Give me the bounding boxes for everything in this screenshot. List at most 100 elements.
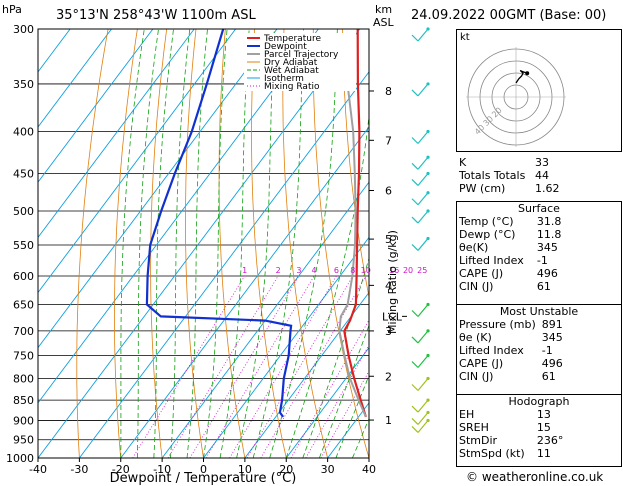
mu-value: 345 bbox=[541, 331, 563, 344]
wet-adiabat-line bbox=[170, 29, 191, 458]
wind-barb bbox=[411, 236, 430, 251]
hodograph-unit-label: kt bbox=[460, 32, 470, 43]
wind-barb bbox=[411, 209, 430, 224]
wind-barb bbox=[411, 302, 430, 317]
lcl-label: LCL bbox=[382, 310, 403, 323]
isotherm-line bbox=[203, 236, 369, 458]
surface-title: Surface bbox=[518, 202, 560, 215]
index-label: PW (cm) bbox=[459, 182, 506, 195]
pressure-tick-label: 400 bbox=[13, 126, 34, 139]
wind-barb-dot bbox=[426, 191, 430, 195]
table-row: CAPE (J) 496 bbox=[456, 267, 622, 280]
wind-barb-feather bbox=[411, 89, 419, 97]
mixing-ratio-label: 10 bbox=[361, 266, 371, 275]
wet-adiabat-line bbox=[219, 29, 250, 458]
surface-label: Lifted Index bbox=[459, 254, 524, 267]
wind-barb-feather bbox=[411, 198, 419, 206]
wind-barb bbox=[411, 155, 430, 170]
x-axis-label: Dewpoint / Temperature (°C) bbox=[110, 471, 297, 486]
mu-label: CIN (J) bbox=[459, 370, 494, 383]
index-label: Totals Totals bbox=[459, 169, 526, 182]
wind-barb-staff bbox=[417, 83, 429, 97]
legend-entry: Wet Adiabat bbox=[264, 66, 319, 76]
x-tick-label: 0 bbox=[200, 463, 207, 476]
mu-value: -1 bbox=[541, 344, 553, 357]
wind-barb-staff bbox=[417, 28, 429, 42]
hodograph-title: Hodograph bbox=[508, 395, 570, 408]
wet-adiabat-line bbox=[269, 29, 338, 458]
dry-adiabat-line bbox=[76, 29, 109, 458]
wind-barb-staff bbox=[417, 412, 429, 425]
wind-barb-staff bbox=[417, 210, 429, 224]
x-tick-label: 20 bbox=[279, 463, 293, 476]
pressure-tick-label: 450 bbox=[13, 167, 34, 180]
wet-adiabat-line bbox=[120, 29, 145, 458]
index-value: 44 bbox=[535, 169, 549, 182]
wind-barb-feather bbox=[411, 405, 419, 413]
wind-barb-staff bbox=[417, 238, 429, 251]
parcel-trajectory-line bbox=[338, 83, 367, 418]
surface-value: 345 bbox=[536, 241, 558, 254]
mixing-ratio-line bbox=[189, 275, 300, 458]
x-tick-label: -20 bbox=[112, 463, 130, 476]
index-row-pw: PW (cm) 1.62 bbox=[456, 182, 618, 195]
wind-barb-staff bbox=[417, 330, 429, 344]
wind-barb bbox=[411, 353, 430, 368]
dry-adiabat-line bbox=[185, 29, 204, 458]
wind-barb-staff bbox=[417, 355, 429, 368]
pressure-tick-label: 800 bbox=[13, 372, 34, 385]
dry-adiabat-line bbox=[342, 29, 369, 300]
mixing-ratio-label: 8 bbox=[350, 266, 355, 275]
footer-credit[interactable]: © weatheronline.co.uk bbox=[466, 470, 604, 484]
x-tick-label: 40 bbox=[362, 463, 376, 476]
legend-entry: Parcel Trajectory bbox=[264, 50, 339, 60]
hodo-label: StmSpd (kt) bbox=[459, 447, 525, 460]
wind-barb-dot bbox=[426, 398, 430, 402]
wet-adiabat-line bbox=[285, 112, 369, 458]
most-unstable-title: Most Unstable bbox=[499, 305, 579, 318]
mu-label: Lifted Index bbox=[459, 344, 524, 357]
pressure-tick-label: 850 bbox=[13, 394, 34, 407]
mixing-ratio-line bbox=[246, 275, 354, 458]
pressure-tick-label: 500 bbox=[13, 205, 34, 218]
isotherm-line bbox=[120, 126, 369, 458]
wind-barb-dot bbox=[426, 129, 430, 134]
wind-barb bbox=[411, 418, 430, 433]
isotherm-line bbox=[38, 29, 71, 73]
wind-barb-staff bbox=[417, 156, 429, 170]
surface-table: Surface Temp (°C) 31.8 Dewp (°C) 11.8 θe(K… bbox=[456, 202, 622, 293]
mixing-ratio-line bbox=[132, 275, 245, 458]
hodo-value: 11 bbox=[536, 447, 551, 460]
hodo-value: 236° bbox=[536, 434, 564, 447]
index-row-k: K 33 bbox=[456, 156, 618, 169]
x-tick-label: -40 bbox=[29, 463, 47, 476]
pressure-tick-label: 350 bbox=[13, 78, 34, 91]
wind-barb-dot bbox=[426, 418, 430, 423]
wind-barb bbox=[411, 398, 430, 413]
dewpoint-line bbox=[145, 29, 293, 418]
hodo-value: 15 bbox=[536, 421, 551, 434]
table-row: StmDir 236° bbox=[456, 434, 622, 447]
wind-barb bbox=[411, 171, 430, 186]
wet-adiabat-line bbox=[153, 29, 174, 458]
x-tick-label: -30 bbox=[70, 463, 88, 476]
dry-adiabat-line bbox=[282, 29, 328, 458]
mixing-ratio-line bbox=[229, 275, 337, 458]
isotherm-line bbox=[79, 71, 369, 458]
wind-barb bbox=[411, 27, 430, 42]
mu-label: Pressure (mb) bbox=[459, 318, 536, 331]
wind-barb bbox=[411, 82, 430, 97]
wind-barb-feather bbox=[411, 34, 419, 42]
table-row: CIN (J) 61 bbox=[456, 370, 622, 383]
surface-label: Dewp (°C) bbox=[459, 228, 516, 241]
indices-table: K 33 Totals Totals 44 PW (cm) 1.62 bbox=[456, 156, 618, 195]
legend-entry: Isotherm bbox=[264, 74, 304, 84]
wind-barb bbox=[411, 191, 430, 206]
surface-value: 61 bbox=[536, 280, 551, 293]
datetime: 24.09.2022 00GMT (Base: 00) bbox=[411, 8, 607, 23]
wind-barb-dot bbox=[426, 329, 430, 333]
dry-adiabat-line bbox=[372, 29, 452, 458]
wind-barb-staff bbox=[417, 192, 429, 206]
surface-value: 31.8 bbox=[536, 215, 562, 228]
